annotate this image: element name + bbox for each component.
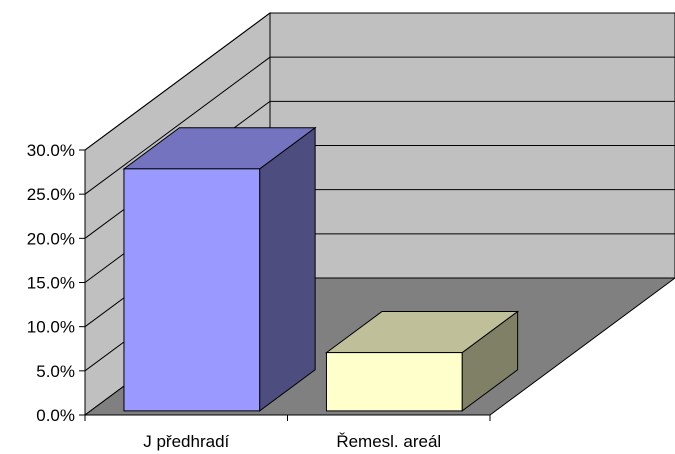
y-tick-label: 0.0%	[36, 406, 75, 425]
y-tick-label: 5.0%	[36, 362, 75, 381]
bar-front	[325, 352, 463, 412]
axes	[79, 149, 491, 421]
bar-front	[123, 168, 261, 412]
bar-side	[259, 126, 316, 412]
bar	[122, 126, 317, 412]
x-tick-label: Řemesl. areál	[336, 432, 441, 451]
gridline	[84, 56, 675, 195]
y-tick-label: 25.0%	[27, 185, 75, 204]
x-axis-tick-labels: J předhradí Řemesl. areál	[143, 432, 441, 451]
y-tick-label: 20.0%	[27, 229, 75, 248]
y-tick-label: 10.0%	[27, 318, 75, 337]
y-tick-label: 30.0%	[27, 141, 75, 160]
bar	[324, 310, 520, 412]
x-tick-label: J předhradí	[143, 432, 229, 451]
y-axis-tick-labels: 0.0% 5.0% 10.0% 15.0% 20.0% 25.0% 30.0%	[27, 141, 75, 425]
y-tick-label: 15.0%	[27, 274, 75, 293]
gridline	[84, 12, 675, 151]
bar-series	[122, 126, 520, 412]
